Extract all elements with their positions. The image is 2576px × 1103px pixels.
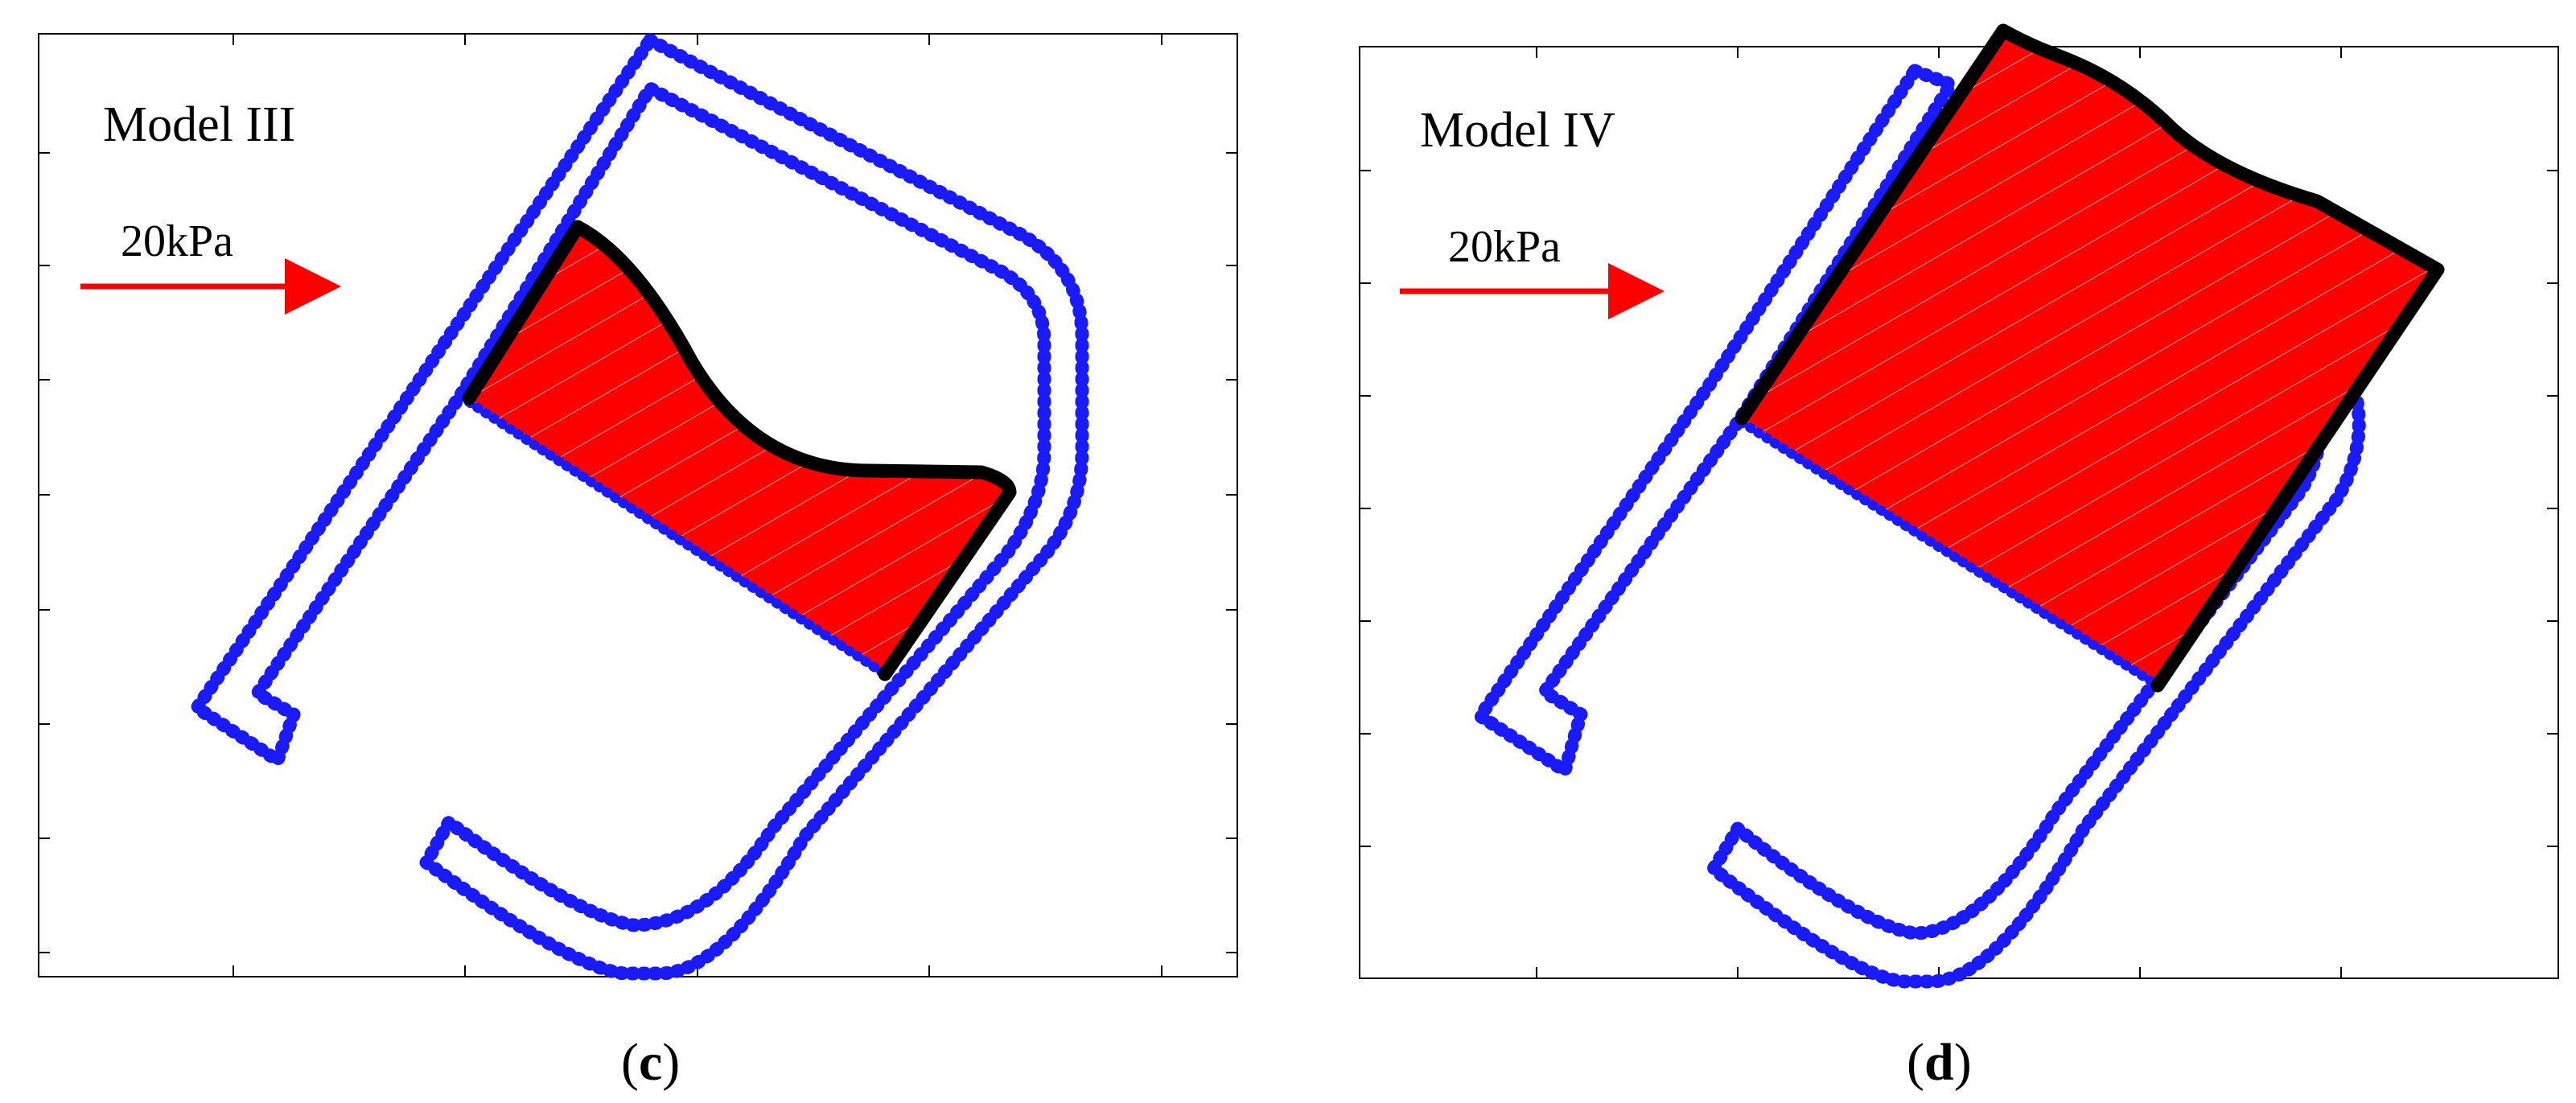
dam-toe-outline-d <box>1706 395 2366 989</box>
dam-boundary-outline-c <box>190 33 1089 981</box>
slip-surface-c <box>462 220 1017 681</box>
panel-d: Model IV 20kPa (d) <box>1359 23 2559 1092</box>
panel-c: Model III 20kPa (c) <box>38 33 1238 1092</box>
sliding-mass-hatch-d <box>1742 31 2438 685</box>
model-title-d: Model IV <box>1420 103 1615 158</box>
sliding-mass-hatch-c <box>469 227 1010 674</box>
model-title-c: Model III <box>103 97 295 152</box>
axis-ticks-d <box>1360 47 2558 978</box>
sliding-base-d <box>1737 418 2162 690</box>
axis-ticks-c <box>39 34 1237 977</box>
panel-caption-d: (d) <box>1907 1033 1972 1092</box>
slip-surface-d <box>1734 23 2445 693</box>
load-label-c: 20kPa <box>121 216 233 266</box>
load-label-d: 20kPa <box>1448 222 1561 272</box>
sliding-base-c <box>464 397 890 679</box>
dam-boundary-outline-d <box>1473 64 1958 778</box>
panel-caption-c: (c) <box>621 1033 680 1092</box>
